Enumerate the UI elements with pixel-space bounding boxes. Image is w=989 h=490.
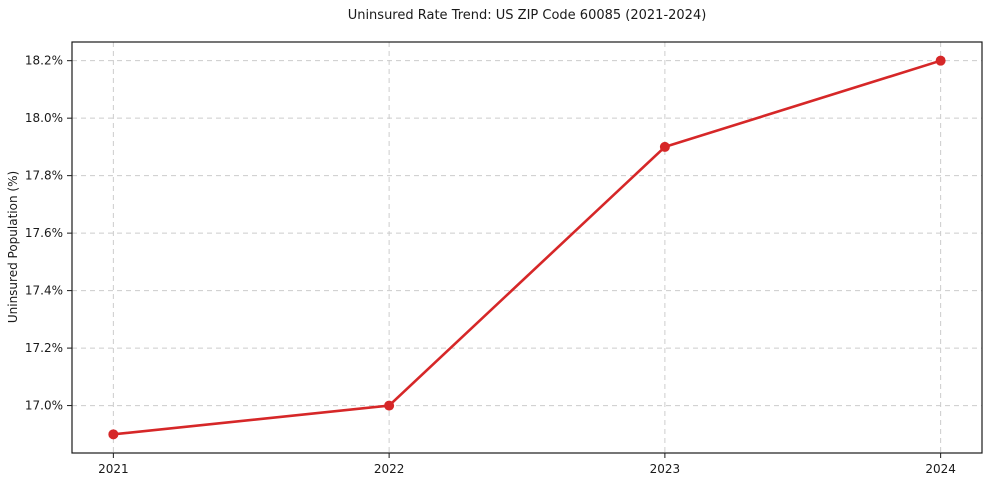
y-tick-label: 18.2% [25,54,63,68]
y-tick-label: 17.2% [25,341,63,355]
data-point-2024 [935,55,946,66]
plot-border [71,41,983,454]
trend-line [112,59,942,436]
y-tick-label: 18.0% [25,111,63,125]
data-point-2021 [108,429,119,440]
y-tick-label: 17.0% [25,399,63,413]
x-tick-label: 2024 [925,462,956,476]
y-tick-label: 17.6% [25,226,63,240]
chart-title: Uninsured Rate Trend: US ZIP Code 60085 … [347,8,707,23]
data-point-2023 [659,141,670,152]
x-tick-label: 2023 [650,462,681,476]
x-tick-label: 2021 [98,462,129,476]
x-tick-label: 2022 [374,462,405,476]
data-point-2022 [384,400,395,411]
y-tick-label: 17.4% [25,284,63,298]
y-tick-label: 17.8% [25,169,63,183]
